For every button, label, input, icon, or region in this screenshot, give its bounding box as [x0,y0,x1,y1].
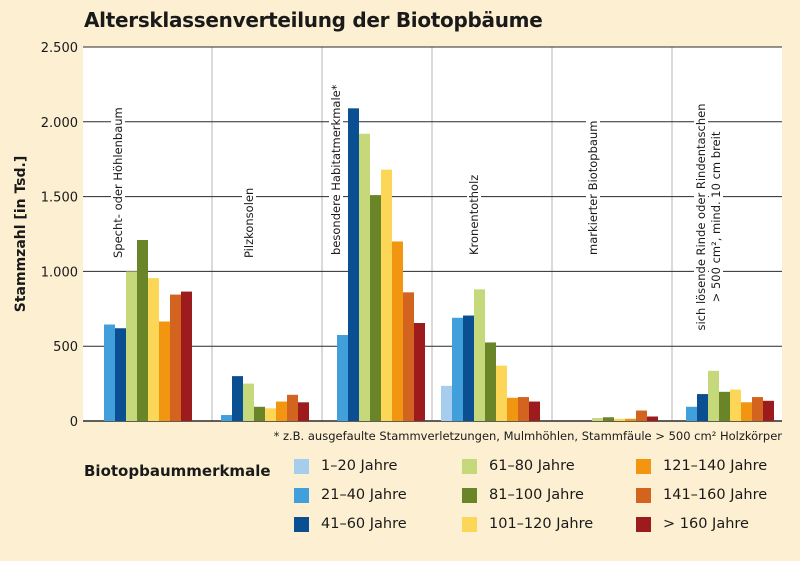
category-label: sich lösende Rinde oder Rindentaschen [694,103,708,330]
category-label: Pilzkonsolen [242,188,256,258]
legend-label: 21–40 Jahre [321,487,407,503]
legend-swatch [636,487,651,503]
legend-title: Biotopbaummerkmale [84,462,271,480]
footnote: * z.B. ausgefaulte Stammverletzungen, Mu… [273,429,782,443]
category-label: markierter Biotopbaum [586,121,600,255]
legend-item: 81–100 Jahre [462,487,584,503]
bar [592,418,603,421]
bar [647,416,658,421]
legend-label: > 160 Jahre [663,516,749,532]
bar [115,328,126,421]
legend-item: > 160 Jahre [636,516,749,532]
bar [474,289,485,421]
legend-swatch [636,458,651,474]
legend-label: 1–20 Jahre [321,458,398,474]
bar [265,408,276,421]
category-label-background [467,170,481,259]
bar [159,321,170,421]
bar [752,397,763,421]
bar [243,383,254,421]
bar [507,397,518,421]
bar [763,400,774,421]
legend-item: 101–120 Jahre [462,516,593,532]
category-label-background [329,80,343,259]
category-label-background [694,99,708,335]
bar [636,410,647,421]
bar [348,108,359,421]
bar [392,241,403,421]
legend-label: 121–140 Jahre [663,458,768,474]
legend-item: 141–160 Jahre [636,487,767,503]
legend-swatch [462,458,477,474]
legend-label: 61–80 Jahre [489,458,575,474]
legend-item: 61–80 Jahre [462,458,575,474]
category-label-background [242,183,256,262]
category-label-background [586,116,600,259]
bar [359,133,370,421]
bar [170,294,181,421]
legend-item: 41–60 Jahre [294,516,407,532]
bar [603,417,614,421]
bar [485,342,496,421]
legend-item: 121–140 Jahre [636,458,767,474]
y-tick-label: 1.000 [41,265,78,280]
bar [686,406,697,421]
y-tick-label: 2.500 [41,41,78,56]
bar [614,418,625,421]
legend-swatch [294,516,309,532]
bar [254,406,265,421]
bar [529,401,540,421]
bar [741,402,752,421]
bar [137,239,148,421]
legend-item: 21–40 Jahre [294,487,407,503]
y-tick-label: 0 [70,415,78,430]
bar [403,292,414,421]
bar [414,323,425,421]
bar [276,401,287,421]
y-tick-label: 2.000 [41,116,78,131]
category-label: > 500 cm², mind. 10 cm breit [709,131,723,302]
legend-swatch [636,516,651,532]
bar [730,389,741,421]
bar [719,391,730,421]
bar [298,402,309,421]
bar [625,418,636,421]
legend-swatch [294,458,309,474]
legend-label: 141–160 Jahre [663,487,768,503]
bar [518,397,529,421]
y-tick-label: 500 [53,340,78,355]
bar [104,324,115,421]
bar [463,315,474,421]
legend-swatch [462,487,477,503]
bar [496,365,507,421]
y-axis-label: Stammzahl [in Tsd.] [13,156,29,312]
bar [337,334,348,421]
bar [148,278,159,421]
bar [441,385,452,421]
bar [126,271,137,421]
bar [708,370,719,421]
category-label-background [709,127,723,307]
bar [221,415,232,421]
bar [697,394,708,421]
bar [381,169,392,421]
bar [452,317,463,421]
category-label: Kronentotholz [467,175,481,255]
chart-title: Altersklassenverteilung der Biotopbäume [84,8,543,32]
category-label-background [111,103,125,262]
y-tick-label: 1.500 [41,191,78,206]
bar [370,195,381,421]
legend-label: 101–120 Jahre [489,516,594,532]
legend-swatch [462,516,477,532]
legend-item: 1–20 Jahre [294,458,397,474]
legend-label: 81–100 Jahre [489,487,584,503]
bar [181,291,192,421]
legend-label: 41–60 Jahre [321,516,407,532]
legend-swatch [294,487,309,503]
bar [232,376,243,421]
category-label: Specht- oder Höhlenbaum [111,107,125,258]
bar [287,394,298,421]
category-label: besondere Habitatmerkmale* [329,84,343,255]
